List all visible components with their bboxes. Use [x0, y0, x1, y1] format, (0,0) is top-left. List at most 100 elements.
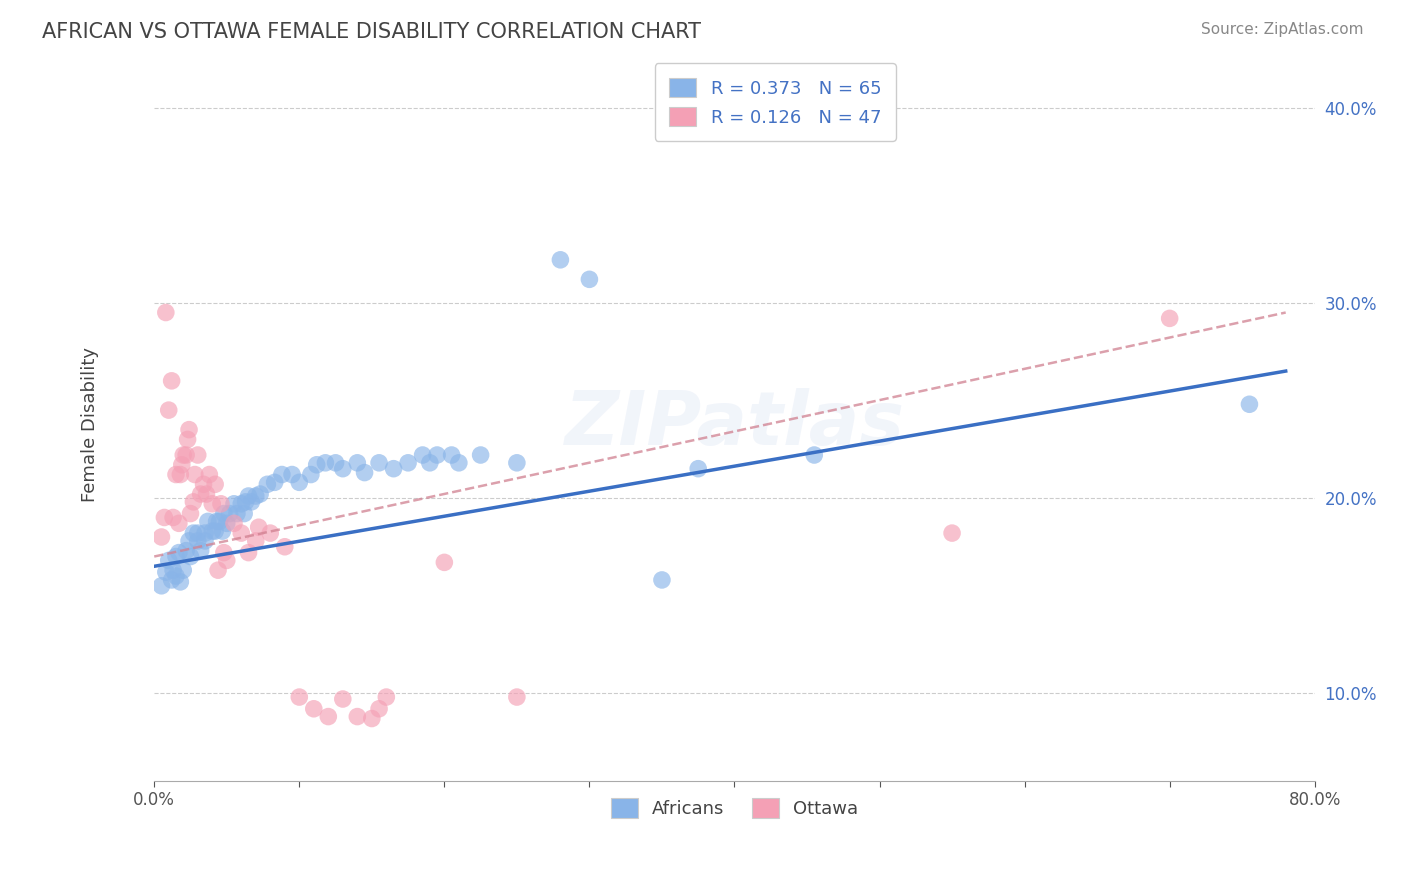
Point: [238, 546, 260, 560]
Point: [197, 515, 219, 529]
Point: [447, 456, 470, 470]
Point: [288, 690, 311, 704]
Text: Source: ZipAtlas.com: Source: ZipAtlas.com: [1201, 22, 1364, 37]
Point: [157, 553, 180, 567]
Point: [208, 515, 231, 529]
Point: [325, 456, 347, 470]
Point: [176, 433, 198, 447]
Point: [247, 520, 270, 534]
Point: [332, 692, 354, 706]
Point: [150, 530, 173, 544]
Point: [165, 569, 187, 583]
Point: [245, 533, 267, 548]
Point: [187, 448, 209, 462]
Point: [231, 497, 253, 511]
Point: [153, 510, 176, 524]
Text: Female Disability: Female Disability: [82, 347, 100, 502]
Point: [215, 516, 238, 531]
Point: [332, 461, 354, 475]
Point: [162, 510, 184, 524]
Point: [201, 497, 224, 511]
Point: [245, 489, 267, 503]
Point: [174, 543, 197, 558]
Point: [240, 495, 263, 509]
Point: [174, 448, 197, 462]
Point: [167, 516, 190, 531]
Legend: Africans, Ottawa: Africans, Ottawa: [603, 791, 866, 825]
Point: [259, 526, 281, 541]
Point: [288, 475, 311, 490]
Point: [187, 526, 209, 541]
Point: [193, 477, 215, 491]
Point: [211, 524, 233, 538]
Point: [195, 487, 218, 501]
Point: [179, 549, 201, 564]
Point: [375, 690, 398, 704]
Text: AFRICAN VS OTTAWA FEMALE DISABILITY CORRELATION CHART: AFRICAN VS OTTAWA FEMALE DISABILITY CORR…: [42, 22, 702, 42]
Point: [803, 448, 825, 462]
Point: [201, 524, 224, 538]
Point: [368, 456, 391, 470]
Point: [212, 546, 235, 560]
Point: [204, 477, 226, 491]
Point: [651, 573, 673, 587]
Point: [150, 579, 173, 593]
Point: [172, 448, 194, 462]
Point: [412, 448, 434, 462]
Point: [506, 456, 529, 470]
Point: [226, 507, 249, 521]
Point: [346, 709, 368, 723]
Point: [155, 305, 177, 319]
Point: [222, 516, 245, 531]
Point: [440, 448, 463, 462]
Point: [688, 461, 710, 475]
Point: [222, 497, 245, 511]
Point: [212, 507, 235, 521]
Point: [183, 495, 205, 509]
Point: [215, 553, 238, 567]
Point: [183, 526, 205, 541]
Point: [207, 563, 229, 577]
Point: [1239, 397, 1261, 411]
Point: [190, 487, 212, 501]
Point: [177, 423, 200, 437]
Point: [231, 526, 253, 541]
Point: [172, 563, 194, 577]
Point: [160, 573, 183, 587]
Point: [419, 456, 441, 470]
Point: [155, 565, 177, 579]
Point: [1159, 311, 1181, 326]
Point: [941, 526, 963, 541]
Point: [169, 467, 191, 482]
Point: [187, 533, 209, 548]
Point: [305, 458, 328, 472]
Point: [360, 712, 382, 726]
Point: [353, 466, 375, 480]
Point: [167, 546, 190, 560]
Point: [194, 533, 217, 548]
Point: [281, 467, 304, 482]
Point: [160, 374, 183, 388]
Point: [550, 252, 572, 267]
Point: [177, 533, 200, 548]
Point: [157, 403, 180, 417]
Point: [218, 507, 240, 521]
Point: [506, 690, 529, 704]
Point: [194, 526, 217, 541]
Point: [198, 467, 221, 482]
Point: [204, 524, 226, 538]
Point: [235, 495, 257, 509]
Point: [169, 574, 191, 589]
Point: [249, 487, 271, 501]
Point: [578, 272, 600, 286]
Point: [179, 507, 201, 521]
Point: [302, 702, 325, 716]
Point: [299, 467, 322, 482]
Point: [368, 702, 391, 716]
Point: [238, 489, 260, 503]
Point: [426, 448, 449, 462]
Point: [205, 515, 228, 529]
Point: [270, 467, 292, 482]
Point: [318, 709, 340, 723]
Point: [190, 543, 212, 558]
